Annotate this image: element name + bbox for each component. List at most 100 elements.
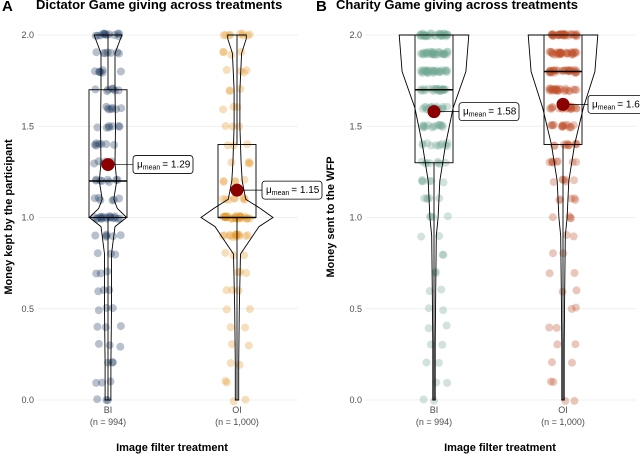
jitter-point [223,141,232,150]
jitter-point [240,251,249,260]
jitter-point [219,105,228,114]
jitter-point [436,141,445,150]
jitter-point [567,194,576,203]
jitter-point [562,231,571,239]
jitter-point [417,157,426,166]
jitter-point [222,286,231,295]
jitter-point [106,249,115,258]
jitter-point [418,177,427,186]
jitter-point [435,232,444,240]
jitter-point [571,140,580,148]
jitter-point [548,358,556,367]
jitter-point [443,66,452,75]
jitter-point [558,121,567,130]
panel-a-mean-label-bi: μmean = 1.29 [114,155,194,174]
jitter-point [91,67,99,76]
jitter-point [546,104,554,113]
jitter-point [422,67,431,76]
jitter-point [112,175,121,184]
jitter-point [227,50,236,59]
jitter-point [242,66,251,75]
jitter-point [101,323,110,332]
jitter-point [562,49,571,58]
jitter-point [439,306,448,315]
panel-b-x-tick-bi: BI [430,405,439,415]
jitter-point [548,213,557,222]
jitter-point [238,31,247,40]
jitter-point [565,87,574,96]
jitter-point [439,29,448,38]
jitter-point [245,305,254,314]
jitter-point [425,47,434,56]
jitter-point [245,157,254,166]
panel-a-y-tick: 0.0 [21,395,34,405]
jitter-point [219,231,227,240]
jitter-point [438,31,447,40]
jitter-point [103,104,112,113]
jitter-point [548,85,557,94]
jitter-point [430,50,439,59]
jitter-point [97,140,106,149]
jitter-point [422,66,431,75]
jitter-point [232,231,241,240]
jitter-point [221,195,230,204]
jitter-point [567,66,576,75]
jitter-point [550,85,559,94]
jitter-point [419,50,428,58]
jitter-point [243,31,252,40]
jitter-point [244,341,253,350]
jitter-point [430,396,439,405]
jitter-point [425,194,434,203]
jitter-point [561,175,570,184]
jitter-point [422,102,431,111]
jitter-point [429,68,438,77]
jitter-point [225,231,234,239]
jitter-point [427,49,436,58]
jitter-point [549,378,558,386]
jitter-point [548,121,557,130]
jitter-point [229,102,238,111]
jitter-point [234,230,243,239]
jitter-point [572,68,581,77]
panel-b-letter: B [316,0,327,15]
jitter-point [219,177,228,185]
jitter-point [416,32,425,41]
jitter-point [426,212,435,221]
jitter-point [92,269,101,278]
panel-b-jitter-bi [416,29,452,405]
jitter-point [572,85,581,94]
jitter-point [443,212,452,221]
jitter-point [427,29,436,38]
jitter-point [547,47,556,56]
panel-b-n-oi: (n = 1,000) [541,417,585,427]
jitter-point [558,30,567,39]
jitter-point [418,177,427,186]
jitter-point [443,378,452,387]
jitter-point [226,323,235,332]
jitter-point [418,29,427,38]
jitter-point [417,68,426,77]
jitter-point [115,122,124,131]
mean-symbol: μ [463,107,469,118]
panel-a-n-oi: (n = 1,000) [215,417,259,427]
jitter-point [555,196,564,205]
panel-a-title: Dictator Game giving across treatments [36,0,282,12]
jitter-point [557,50,566,59]
jitter-point [103,267,112,276]
jitter-point [429,87,438,96]
jitter-point [437,285,446,294]
jitter-point [561,66,570,75]
jitter-point [553,157,562,166]
jitter-point [434,50,442,59]
jitter-point [418,139,427,148]
jitter-point [224,195,233,204]
jitter-point [108,196,117,205]
jitter-point [420,194,429,203]
panel-a-mean-point-oi [230,183,244,197]
jitter-point [99,30,108,39]
jitter-point [221,212,230,221]
jitter-point [95,67,104,76]
jitter-point [99,29,108,38]
panel-a-violin-oi [200,34,274,401]
